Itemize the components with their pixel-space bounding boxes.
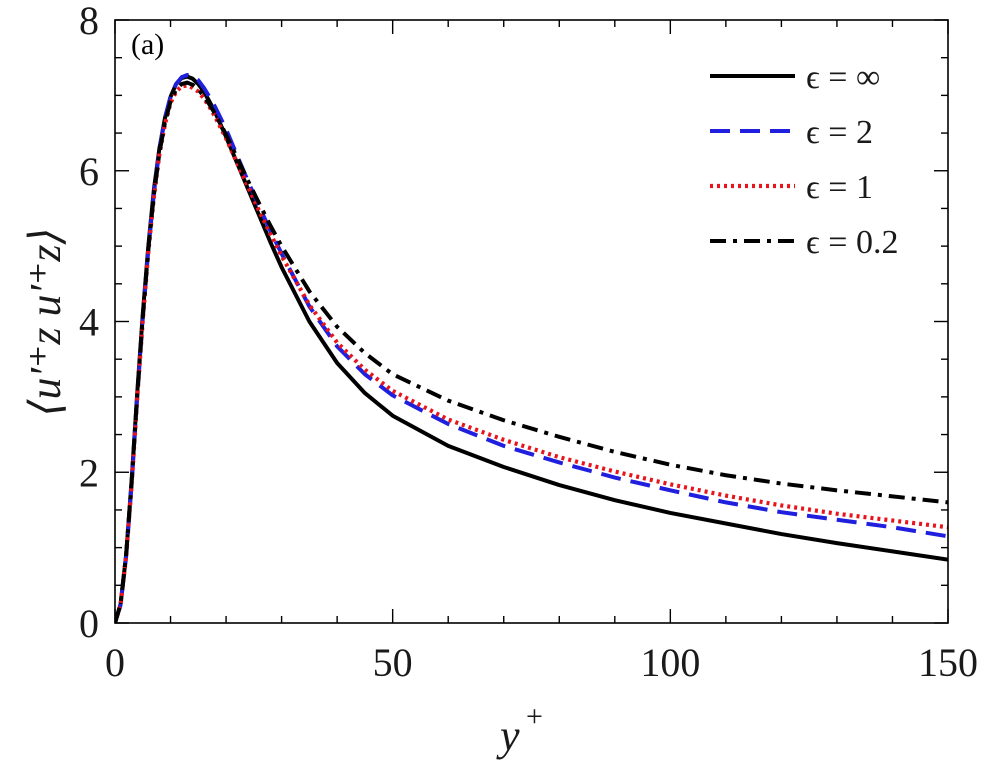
x-tick-label: 100 xyxy=(640,640,700,685)
x-tick-label: 0 xyxy=(105,640,125,685)
y-tick-label: 6 xyxy=(79,149,99,194)
legend-label-4: ϵ = 0.2 xyxy=(806,224,898,261)
legend-label-3: ϵ = 1 xyxy=(806,169,873,206)
ticks-layer: 0 50 100 150 0 2 4 6 8 xyxy=(79,0,978,685)
y-tick-label: 8 xyxy=(79,0,99,43)
y-tick-label: 0 xyxy=(79,601,99,646)
series-line-4 xyxy=(115,80,948,623)
x-axis-label-main: y xyxy=(496,711,520,760)
plot-area xyxy=(115,73,948,623)
legend: ϵ = ∞ ϵ = 2 ϵ = 1 ϵ = 0.2 xyxy=(710,59,898,261)
y-tick-label: 2 xyxy=(79,450,99,495)
legend-label-1: ϵ = ∞ xyxy=(806,59,880,96)
panel-label: (a) xyxy=(131,28,164,61)
y-tick-label: 4 xyxy=(79,300,99,345)
x-axis-label-sup: + xyxy=(526,700,543,733)
x-axis-label: y + xyxy=(496,700,543,760)
x-tick-label: 50 xyxy=(373,640,413,685)
legend-label-2: ϵ = 2 xyxy=(806,114,873,151)
x-tick-label: 150 xyxy=(918,640,978,685)
series-layer xyxy=(115,73,948,623)
y-axis-label: ⟨u′⁺z u′⁺z⟩ xyxy=(21,227,70,416)
